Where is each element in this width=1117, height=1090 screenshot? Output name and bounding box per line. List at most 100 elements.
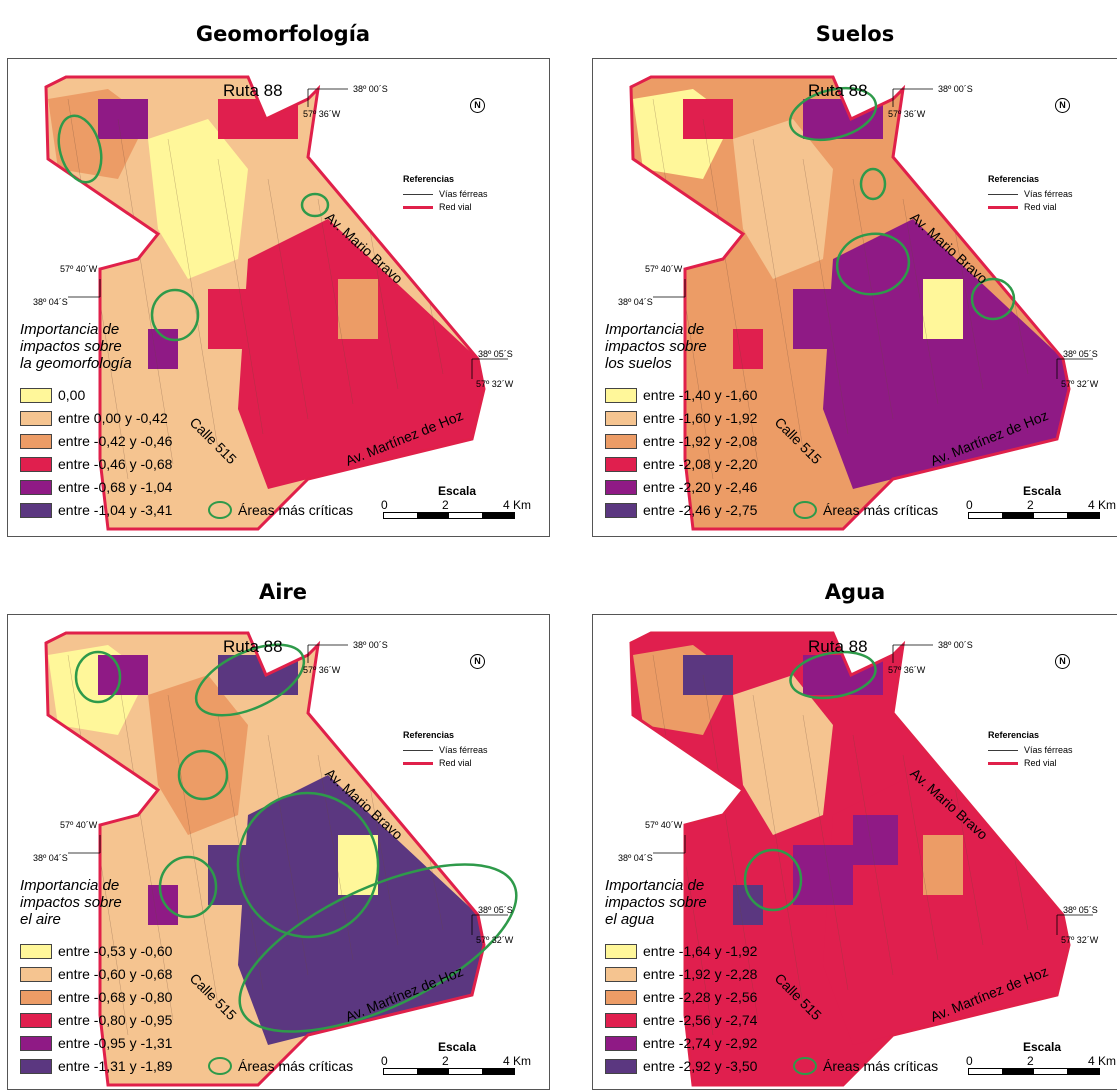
critical-area-icon <box>793 501 817 519</box>
critical-area-ellipse <box>789 650 877 700</box>
zone-boundary <box>217 158 264 435</box>
road-label: Red vial <box>439 758 472 768</box>
zone-boundary <box>852 734 894 976</box>
references-box: Referencias Vías férreas Red vial <box>403 730 488 771</box>
references-title: Referencias <box>403 174 455 184</box>
zone-boundary <box>852 178 894 420</box>
references-title: Referencias <box>988 730 1040 740</box>
scale-graphic <box>383 512 515 519</box>
legend-label: entre -2,20 y -2,46 <box>643 479 758 495</box>
map-block <box>923 835 963 895</box>
map-block <box>683 99 733 139</box>
critical-area-ellipse <box>57 114 103 184</box>
legend-item: entre 0,00 y -0,42 <box>20 408 168 428</box>
road-network-outline <box>629 631 1071 1087</box>
legend-label: entre -2,56 y -2,74 <box>643 1012 758 1028</box>
critical-areas-label: Áreas más críticas <box>238 1058 354 1074</box>
legend-label: entre -0,68 y -1,04 <box>58 479 173 495</box>
railway-line-icon <box>403 193 433 195</box>
map-block <box>148 885 178 925</box>
legend-swatch <box>605 943 637 959</box>
legend-item: entre -0,60 y -0,68 <box>20 964 172 984</box>
railway-label: Vías férreas <box>439 189 488 199</box>
scale-graphic <box>968 1068 1100 1075</box>
coordinate-label: 38º 05´S <box>478 349 513 359</box>
legend-label: entre -2,46 y -2,75 <box>643 502 758 518</box>
references-box: Referencias Vías férreas Red vial <box>988 174 1073 215</box>
zone-boundary <box>752 138 804 450</box>
road-label: Red vial <box>439 202 472 212</box>
legend-swatch <box>20 966 52 982</box>
scale-graphic <box>968 512 1100 519</box>
map-frame: Ruta 88 Av. Mario Bravo Av. Martínez de Ho… <box>592 58 1117 537</box>
legend-label: entre 0,00 y -0,42 <box>58 410 168 426</box>
road-network-outline <box>44 75 486 531</box>
legend-title-line: el aire <box>20 911 61 928</box>
legend-item: entre -1,64 y -1,92 <box>605 941 757 961</box>
legend-item: entre -1,31 y -1,89 <box>20 1056 172 1076</box>
critical-area-icon <box>208 1057 232 1075</box>
zone-boundary <box>367 774 399 946</box>
north-arrow-icon: N <box>470 96 485 113</box>
legend-label: entre -2,08 y -2,20 <box>643 456 758 472</box>
north-label: N <box>470 654 485 669</box>
legend-item: entre -1,92 y -2,28 <box>605 964 757 984</box>
panel-title: Aire <box>258 580 308 604</box>
coordinate-label: 38º 05´S <box>478 905 513 915</box>
map-block <box>793 289 853 349</box>
map-block <box>793 845 853 905</box>
map-block <box>683 655 733 695</box>
panel-title: Geomorfología <box>195 22 371 46</box>
coordinate-label: 57º 40´W <box>645 264 683 274</box>
legend-swatch <box>20 479 52 495</box>
legend-label: entre -1,92 y -2,28 <box>643 966 758 982</box>
coordinate-label: 57º 32´W <box>1061 379 1099 389</box>
legend-label: entre -0,80 y -0,95 <box>58 1012 173 1028</box>
coordinate-label: 38º 00´S <box>938 84 973 94</box>
map-block <box>218 99 298 139</box>
critical-areas-legend: Áreas más críticas <box>793 1057 938 1075</box>
legend-title: Importancia de impactos sobre los suelos <box>605 321 707 372</box>
coordinate-label: 38º 04´S <box>33 297 68 307</box>
coordinate-label: 57º 36´W <box>888 665 926 675</box>
critical-area-ellipse <box>859 167 887 201</box>
legend-label: entre -0,60 y -0,68 <box>58 966 173 982</box>
legend-swatch <box>20 502 52 518</box>
critical-area-ellipse <box>150 288 200 342</box>
legend-title: Importancia de impactos sobre la geomorfol… <box>20 321 132 372</box>
zone-boundary <box>117 674 174 1021</box>
critical-areas-label: Áreas más críticas <box>238 502 354 518</box>
zone-boundary <box>367 218 399 390</box>
scale-label-4: 4 Km <box>502 1054 531 1068</box>
legend-item: entre -2,46 y -2,75 <box>605 500 757 520</box>
zone-boundary <box>802 158 849 435</box>
legend-title-line: el agua <box>605 911 655 928</box>
legend-swatch <box>605 966 637 982</box>
railway-line-icon <box>403 749 433 751</box>
coordinate-label: 38º 04´S <box>33 853 68 863</box>
legend-item: entre -2,28 y -2,56 <box>605 987 757 1007</box>
road-label: Red vial <box>1024 758 1057 768</box>
legend-swatch <box>20 989 52 1005</box>
legend-item: entre -0,46 y -0,68 <box>20 454 172 474</box>
legend-item: entre -1,92 y -2,08 <box>605 431 757 451</box>
critical-areas-legend: Áreas más críticas <box>208 501 353 519</box>
references-title: Referencias <box>988 174 1040 184</box>
coordinate-label: 38º 04´S <box>618 853 653 863</box>
road-label-ruta-88: Ruta 88 <box>223 637 283 656</box>
legend-title-line: Importancia de <box>20 321 120 338</box>
legend-title-line: Importancia de <box>20 877 120 894</box>
legend-swatch <box>605 479 637 495</box>
scale-label-0: 0 <box>381 1054 388 1068</box>
legend-swatch <box>20 1012 52 1028</box>
critical-areas-label: Áreas más críticas <box>823 1058 939 1074</box>
zone-boundary <box>902 754 939 961</box>
legend-swatch <box>20 387 52 403</box>
coordinate-label: 57º 32´W <box>476 379 514 389</box>
legend-label: entre -1,60 y -1,92 <box>643 410 758 426</box>
critical-area-icon <box>793 1057 817 1075</box>
scale-label-4: 4 Km <box>502 498 531 512</box>
zone-boundary <box>267 178 309 420</box>
legend-title-line: la geomorfología <box>20 355 132 372</box>
coordinate-label: 57º 36´W <box>303 109 341 119</box>
